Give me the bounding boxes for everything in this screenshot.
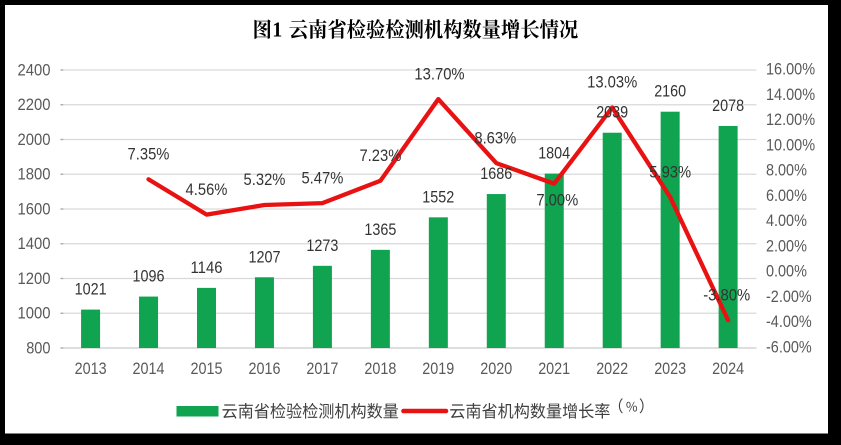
svg-text:0.00%: 0.00%	[766, 262, 807, 281]
svg-text:7.35%: 7.35%	[128, 145, 170, 164]
svg-text:2021: 2021	[538, 359, 570, 378]
svg-text:6.00%: 6.00%	[766, 186, 807, 205]
svg-text:2078: 2078	[712, 96, 744, 115]
svg-text:2022: 2022	[596, 359, 628, 378]
svg-text:4.00%: 4.00%	[766, 211, 807, 230]
svg-text:14.00%: 14.00%	[766, 85, 815, 104]
svg-text:1804: 1804	[538, 144, 570, 163]
svg-text:2000: 2000	[18, 130, 51, 149]
svg-text:-3.80%: -3.80%	[703, 285, 750, 304]
svg-text:1552: 1552	[422, 187, 454, 206]
svg-text:10.00%: 10.00%	[766, 135, 815, 154]
svg-text:1400: 1400	[18, 234, 51, 253]
svg-text:5.47%: 5.47%	[301, 168, 343, 187]
svg-text:1365: 1365	[364, 220, 396, 239]
svg-text:4.56%: 4.56%	[186, 180, 228, 199]
svg-text:-2.00%: -2.00%	[766, 287, 812, 306]
svg-text:2018: 2018	[364, 359, 396, 378]
svg-text:5.32%: 5.32%	[244, 170, 286, 189]
svg-text:16.00%: 16.00%	[766, 60, 815, 79]
svg-text:8.63%: 8.63%	[474, 128, 516, 147]
svg-text:12.00%: 12.00%	[766, 110, 815, 129]
svg-text:1096: 1096	[133, 267, 165, 286]
svg-text:2023: 2023	[654, 359, 686, 378]
svg-text:7.00%: 7.00%	[536, 190, 578, 209]
svg-text:1: 1	[272, 18, 282, 42]
svg-text:2039: 2039	[596, 103, 628, 122]
svg-text:2017: 2017	[306, 359, 338, 378]
svg-text:2016: 2016	[249, 359, 281, 378]
svg-text:2015: 2015	[191, 359, 223, 378]
svg-text:5.93%: 5.93%	[649, 162, 691, 181]
svg-text:2014: 2014	[133, 359, 165, 378]
svg-text:2160: 2160	[654, 82, 686, 101]
svg-text:13.70%: 13.70%	[414, 64, 464, 83]
svg-text:-6.00%: -6.00%	[766, 338, 812, 357]
svg-text:2.00%: 2.00%	[766, 236, 807, 255]
svg-text:1600: 1600	[18, 199, 51, 218]
svg-text:2019: 2019	[422, 359, 454, 378]
svg-text:2013: 2013	[75, 359, 107, 378]
svg-text:2020: 2020	[480, 359, 512, 378]
svg-text:800: 800	[26, 338, 50, 357]
svg-text:1800: 1800	[18, 165, 51, 184]
svg-text:1686: 1686	[480, 164, 512, 183]
svg-text:1207: 1207	[249, 247, 281, 266]
svg-text:1273: 1273	[306, 236, 338, 255]
svg-text:2024: 2024	[712, 359, 744, 378]
svg-text:1000: 1000	[18, 304, 51, 323]
svg-text:1200: 1200	[18, 269, 51, 288]
svg-text:7.23%: 7.23%	[359, 146, 401, 165]
svg-text:8.00%: 8.00%	[766, 161, 807, 180]
svg-text:1146: 1146	[191, 258, 223, 277]
svg-text:2200: 2200	[18, 95, 51, 114]
svg-text:2400: 2400	[18, 60, 51, 79]
svg-text:13.03%: 13.03%	[587, 73, 637, 92]
svg-text:-4.00%: -4.00%	[766, 312, 812, 331]
svg-text:1021: 1021	[75, 280, 107, 299]
